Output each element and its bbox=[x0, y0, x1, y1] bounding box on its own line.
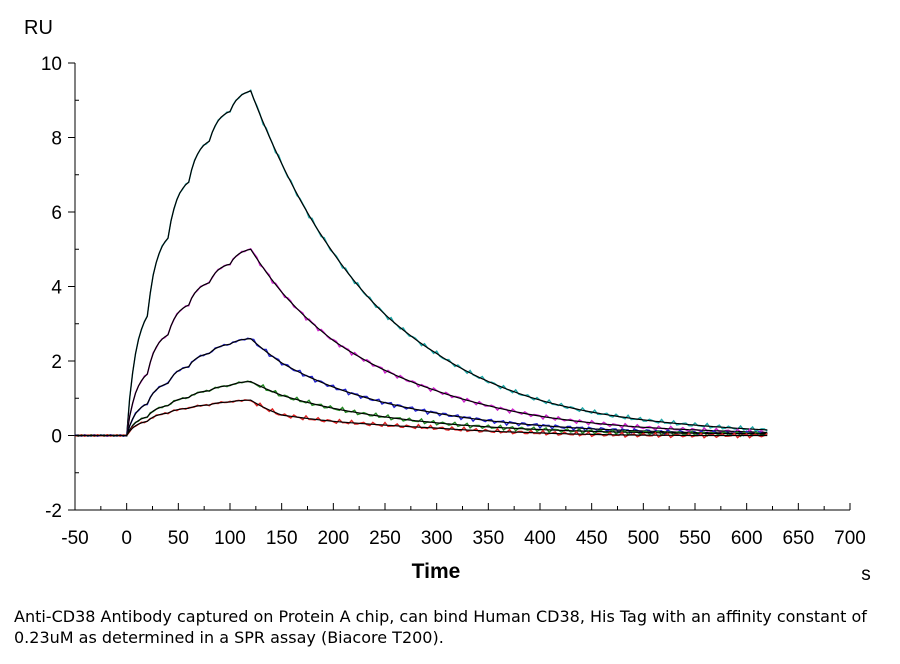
y-tick-label: 8 bbox=[51, 129, 62, 150]
x-tick-label: 400 bbox=[524, 528, 556, 549]
x-axis-unit: s bbox=[861, 564, 871, 585]
x-tick-label: 300 bbox=[421, 528, 453, 549]
y-tick-label: -2 bbox=[45, 501, 62, 522]
series-fit-line bbox=[75, 337, 768, 437]
figure-caption: Anti-CD38 Antibody captured on Protein A… bbox=[14, 607, 867, 647]
x-tick-label: 350 bbox=[472, 528, 504, 549]
y-tick-label: 4 bbox=[51, 278, 62, 299]
x-tick-label: 650 bbox=[782, 528, 814, 549]
x-tick-label: 0 bbox=[121, 528, 132, 549]
y-tick-label: 10 bbox=[41, 54, 62, 75]
x-tick-label: 100 bbox=[214, 528, 246, 549]
x-tick-label: -50 bbox=[61, 528, 88, 549]
sensorgram-chart: RU -2 0 2 4 6 8 10 -50 0 50 100 150 200 250 300 350 400 4… bbox=[24, 17, 871, 585]
series-fit-line bbox=[75, 248, 768, 437]
x-tick-label: 250 bbox=[369, 528, 401, 549]
y-axis-label: RU bbox=[24, 17, 53, 39]
x-tick-label: 700 bbox=[834, 528, 866, 549]
series-fit-line bbox=[75, 380, 768, 437]
y-tick-label: 0 bbox=[51, 427, 62, 448]
x-tick-label: 200 bbox=[317, 528, 349, 549]
x-tick-label: 50 bbox=[168, 528, 189, 549]
y-tick-label: 2 bbox=[51, 352, 62, 373]
axes bbox=[74, 63, 850, 511]
tick-marks bbox=[68, 62, 851, 511]
series-fit-line bbox=[75, 90, 768, 437]
x-tick-label: 600 bbox=[731, 528, 763, 549]
x-axis-label: Time bbox=[412, 560, 461, 583]
x-tick-label: 550 bbox=[679, 528, 711, 549]
x-tick-label: 500 bbox=[627, 528, 659, 549]
x-tick-label: 150 bbox=[266, 528, 298, 549]
y-tick-label: 6 bbox=[51, 203, 62, 224]
series-fit-line bbox=[75, 399, 768, 437]
series-line bbox=[74, 247, 768, 437]
series-layer bbox=[74, 89, 768, 439]
tick-labels: -2 0 2 4 6 8 10 -50 0 50 100 150 200 250 300 350 400 450 5… bbox=[41, 54, 866, 549]
x-tick-label: 450 bbox=[576, 528, 608, 549]
